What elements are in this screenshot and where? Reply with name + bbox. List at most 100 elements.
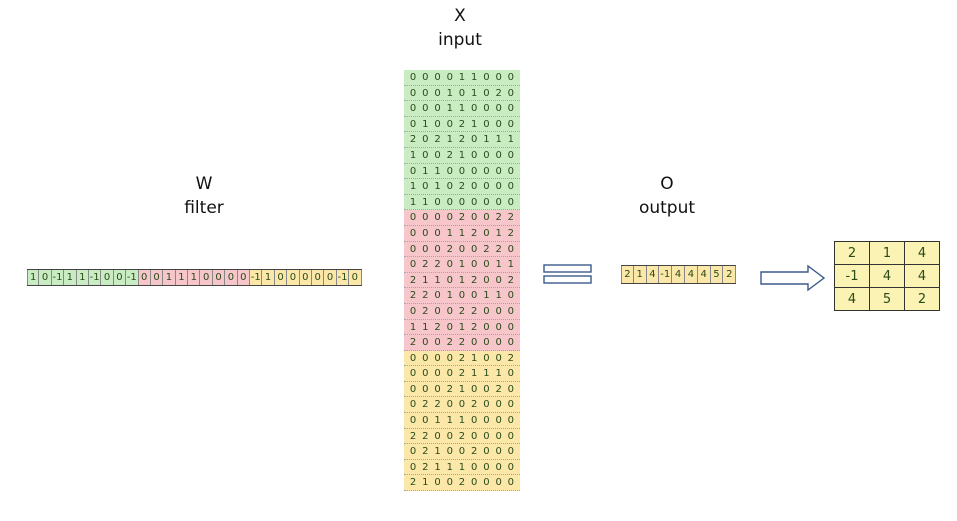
input-cell: 1: [422, 321, 429, 333]
input-cell: 0: [495, 477, 502, 489]
input-cell: 0: [434, 72, 441, 83]
input-cell: 0: [507, 243, 515, 255]
input-cell: 0: [446, 430, 453, 442]
input-cell: 0: [434, 103, 441, 115]
input-cell: 0: [446, 305, 453, 317]
input-cell: 0: [446, 181, 453, 193]
input-cell: 0: [507, 87, 515, 99]
input-cell: 0: [434, 149, 441, 161]
input-cell: 2: [495, 87, 502, 99]
input-cell: 0: [471, 290, 478, 302]
input-cell: 1: [446, 290, 453, 302]
input-cell: 1: [458, 383, 466, 395]
input-cell: 0: [409, 305, 417, 317]
input-cell: 0: [446, 446, 453, 458]
input-cell: 0: [422, 181, 429, 193]
input-cell: 0: [434, 337, 441, 349]
output-vector-cell: 2: [621, 266, 634, 283]
input-cell: 0: [495, 305, 502, 317]
input-cell: 0: [434, 430, 441, 442]
input-cell: 1: [483, 134, 490, 146]
input-cell: 0: [507, 415, 515, 427]
input-cell: 0: [507, 461, 515, 473]
filter-symbol: W: [195, 174, 213, 194]
input-cell: 0: [471, 103, 478, 115]
input-cell: 0: [422, 383, 429, 395]
input-cell: 0: [434, 243, 441, 255]
input-cell: 0: [483, 87, 490, 99]
input-cell: 1: [422, 477, 429, 489]
output-matrix-cell: 4: [869, 264, 905, 288]
input-cell: 2: [446, 337, 453, 349]
input-cell: 2: [458, 118, 466, 130]
input-cell: 2: [495, 243, 502, 255]
output-vector-cell: 4: [672, 266, 685, 283]
input-cell: 0: [495, 399, 502, 411]
input-cell: 0: [483, 399, 490, 411]
input-cell: 2: [458, 212, 466, 224]
input-cell: 0: [483, 165, 490, 177]
input-cell: 2: [495, 212, 502, 224]
input-cell: 2: [471, 446, 478, 458]
input-cell: 0: [495, 352, 502, 364]
input-cell: 1: [422, 274, 429, 286]
input-cell: 0: [471, 430, 478, 442]
input-cell: 0: [446, 196, 453, 208]
input-cell: 1: [422, 165, 429, 177]
input-cell: 0: [458, 196, 466, 208]
input-cell: 0: [458, 290, 466, 302]
input-cell: 0: [495, 149, 502, 161]
input-cell: 0: [446, 368, 453, 380]
input-cell: 0: [507, 477, 515, 489]
input-cell: 1: [446, 461, 453, 473]
input-cell: 0: [446, 477, 453, 489]
input-cell: 0: [495, 196, 502, 208]
input-cell: 0: [483, 118, 490, 130]
filter-cell: 1: [163, 270, 176, 285]
input-cell: 0: [422, 352, 429, 364]
input-cell: 0: [422, 149, 429, 161]
input-cell: 0: [409, 352, 417, 364]
input-cell: 0: [483, 352, 490, 364]
input-cell: 0: [422, 134, 429, 146]
input-name: input: [438, 30, 482, 50]
input-cell: 1: [507, 134, 515, 146]
input-cell: 0: [446, 259, 453, 271]
input-cell: 0: [507, 118, 515, 130]
input-cell: 0: [495, 415, 502, 427]
input-cell: 0: [422, 87, 429, 99]
input-cell: 1: [409, 181, 417, 193]
input-cell: 0: [471, 337, 478, 349]
input-cell: 0: [507, 181, 515, 193]
input-cell: 0: [409, 368, 417, 380]
input-cell: 0: [409, 103, 417, 115]
filter-cell: 0: [324, 270, 337, 285]
filter-cell: 0: [150, 270, 164, 285]
input-title: X input: [410, 4, 510, 52]
input-cell: 0: [471, 477, 478, 489]
input-cell: 2: [471, 321, 478, 333]
input-cell: 0: [434, 290, 441, 302]
input-cell: 2: [458, 352, 466, 364]
output-vector-cell: 5: [710, 266, 724, 283]
input-cell: 1: [495, 290, 502, 302]
input-cell: 0: [471, 134, 478, 146]
input-cell: 0: [434, 383, 441, 395]
output-matrix-row: -1 4 4: [834, 264, 940, 288]
input-cell: 0: [471, 165, 478, 177]
input-cell: 0: [409, 165, 417, 177]
output-vector-cell: 1: [633, 266, 647, 283]
output-matrix-cell: -1: [834, 264, 870, 288]
input-cell: 0: [409, 72, 417, 83]
input-cell: 2: [458, 430, 466, 442]
input-cell: 2: [471, 399, 478, 411]
input-cell: 0: [507, 290, 515, 302]
